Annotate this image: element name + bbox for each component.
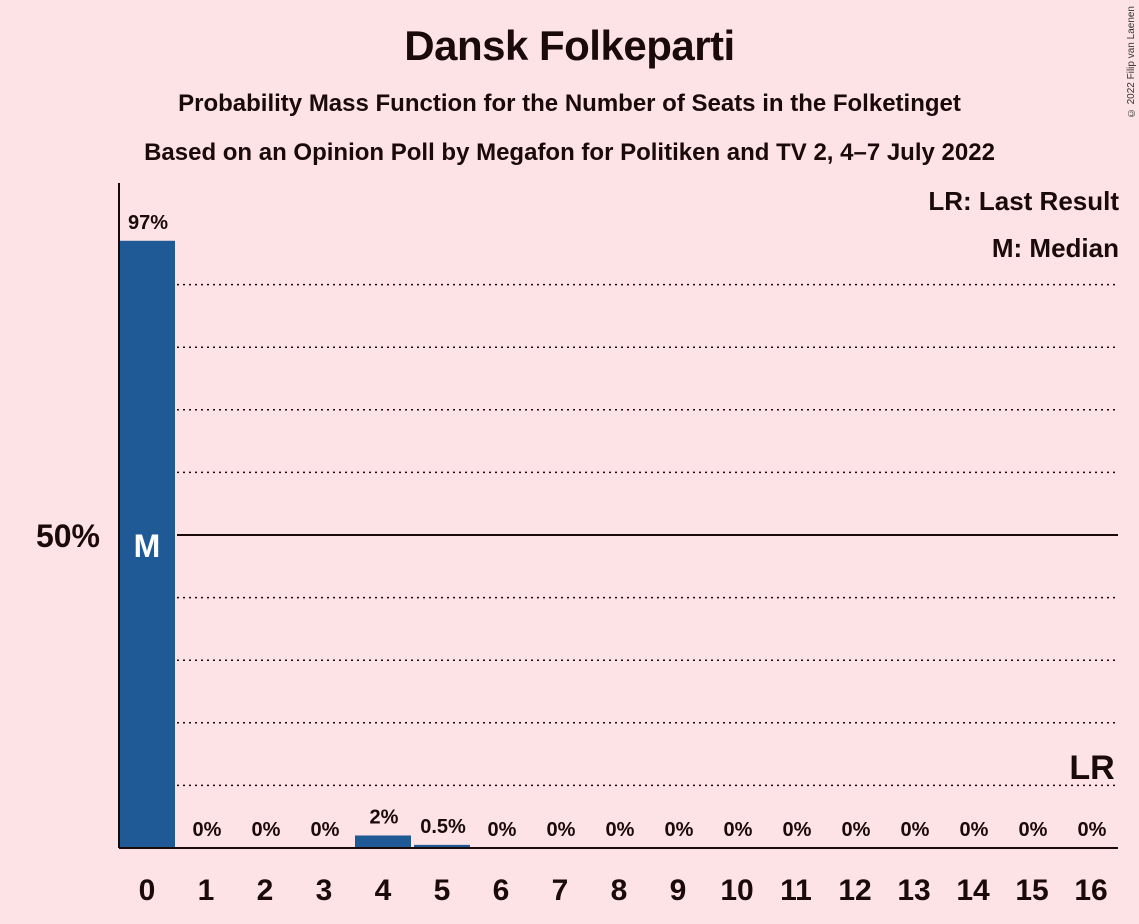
x-tick-label: 6 [493, 874, 510, 907]
bar-value-label: 0% [193, 819, 222, 841]
bar-value-label: 0% [901, 819, 930, 841]
bar-value-label: 0% [311, 819, 340, 841]
x-tick-label: 7 [552, 874, 569, 907]
x-tick-label: 1 [198, 874, 215, 907]
bar-value-label: 0% [960, 819, 989, 841]
x-tick-label: 16 [1074, 874, 1107, 907]
bar-value-label: 0% [724, 819, 753, 841]
chart-subtitle: Probability Mass Function for the Number… [178, 90, 961, 117]
x-tick-label: 11 [780, 874, 812, 907]
bar-value-label: 0.5% [420, 816, 466, 838]
bar-value-label: 0% [665, 819, 694, 841]
x-tick-label: 15 [1015, 874, 1048, 907]
bar-value-label: 0% [547, 819, 576, 841]
x-tick-label: 2 [257, 874, 274, 907]
bar [355, 835, 411, 848]
median-marker: M [134, 528, 161, 564]
x-tick-label: 12 [838, 874, 871, 907]
x-tick-label: 3 [316, 874, 333, 907]
bar-value-label: 0% [842, 819, 871, 841]
bar [414, 844, 470, 848]
last-result-marker: LR [1069, 749, 1114, 787]
bar-value-label: 0% [783, 819, 812, 841]
bar-value-label: 0% [1078, 819, 1107, 841]
bar-value-label: 0% [606, 819, 635, 841]
chart-title: Dansk Folkeparti [404, 22, 735, 69]
x-tick-label: 10 [720, 874, 753, 907]
y-tick-label: 50% [36, 518, 100, 554]
x-tick-label: 4 [375, 874, 392, 907]
bar-value-label: 0% [488, 819, 517, 841]
x-tick-label: 13 [897, 874, 930, 907]
bar-value-label: 2% [370, 806, 399, 828]
legend-last-result: LR: Last Result [928, 186, 1119, 216]
bar [119, 240, 175, 848]
x-tick-label: 0 [139, 874, 156, 907]
bar-value-label: 0% [252, 819, 281, 841]
bar-value-label: 0% [1019, 819, 1048, 841]
legend-median: M: Median [991, 233, 1119, 263]
chart-source-subtitle: Based on an Opinion Poll by Megafon for … [144, 139, 995, 166]
x-tick-label: 14 [956, 874, 990, 907]
x-tick-label: 9 [670, 874, 687, 907]
x-tick-label: 5 [434, 874, 451, 907]
bar-value-label: 97% [128, 212, 168, 234]
x-tick-label: 8 [611, 874, 628, 907]
